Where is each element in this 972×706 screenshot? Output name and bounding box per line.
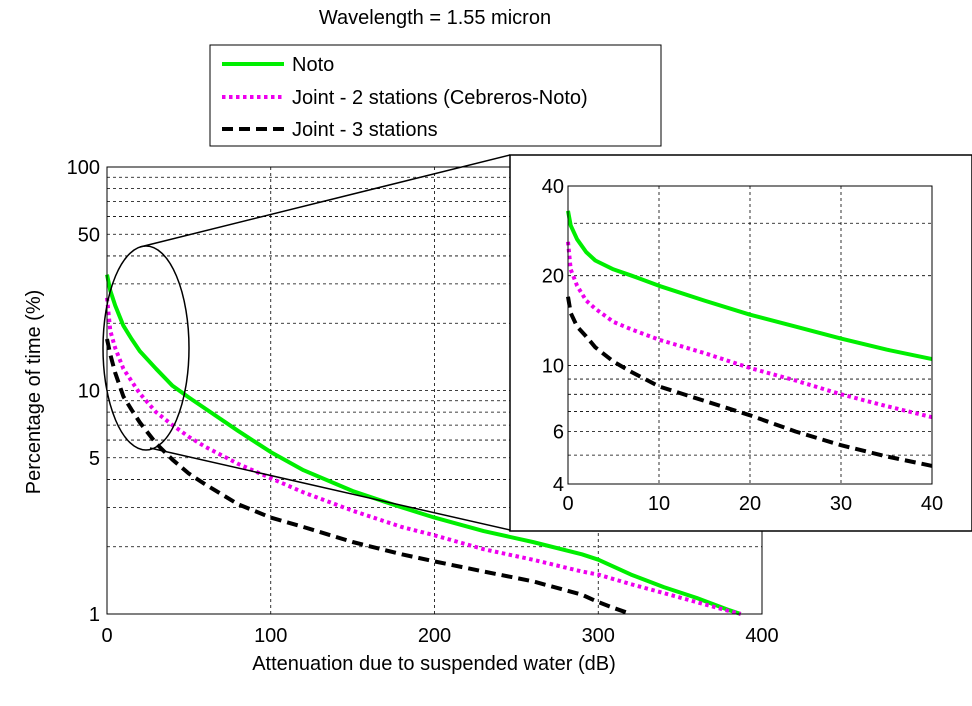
legend-label-joint-3: Joint - 3 stations (292, 119, 438, 141)
main-x-tick-label: 0 (101, 625, 112, 647)
main-y-tick-label: 1 (89, 604, 100, 626)
inset-x-tick-label: 40 (921, 493, 943, 515)
inset-axes-frame (567, 185, 933, 485)
inset-y-tick-label: 6 (553, 422, 564, 444)
main-x-tick-label: 400 (745, 625, 778, 647)
inset-y-tick-label: 40 (542, 176, 564, 198)
inset-series (566, 210, 933, 468)
inset-y-tick-label: 10 (542, 355, 564, 377)
legend: Noto Joint - 2 stations (Cebreros-Noto) … (209, 44, 662, 147)
main-series-line-1 (105, 297, 742, 616)
inset-x-tick-label: 20 (739, 493, 761, 515)
main-x-tick-label: 200 (418, 625, 451, 647)
main-y-tick-label: 10 (78, 381, 100, 403)
main-y-tick-label: 5 (89, 448, 100, 470)
main-x-tick-label: 100 (254, 625, 287, 647)
inset-y-tick-label: 4 (553, 474, 564, 496)
zoom-indicator (102, 154, 511, 531)
chart-title: Wavelength = 1.55 micron (319, 7, 551, 29)
main-series-line-0 (105, 274, 742, 616)
legend-label-joint-2: Joint - 2 stations (Cebreros-Noto) (292, 87, 588, 109)
zoom-connector-bottom (149, 447, 511, 531)
legend-label-noto: Noto (292, 54, 334, 76)
main-y-tick-label: 100 (67, 157, 100, 179)
y-axis-label: Percentage of time (%) (23, 290, 45, 495)
main-y-tick-label: 50 (78, 224, 100, 246)
inset-tick-labels: 0 10 20 30 40 4 6 10 20 40 (542, 176, 943, 515)
inset-y-tick-label: 20 (542, 266, 564, 288)
main-series-line-2 (105, 338, 632, 616)
inset-x-tick-label: 10 (648, 493, 670, 515)
main-series (105, 274, 742, 616)
x-axis-label: Attenuation due to suspended water (dB) (252, 653, 616, 675)
zoom-connector-top (139, 154, 511, 248)
inset-x-tick-label: 0 (562, 493, 573, 515)
legend-box (209, 44, 662, 147)
main-x-tick-label: 300 (582, 625, 615, 647)
inset-panel (509, 154, 972, 532)
inset-series-line-0 (566, 210, 933, 362)
inset-x-tick-label: 30 (830, 493, 852, 515)
